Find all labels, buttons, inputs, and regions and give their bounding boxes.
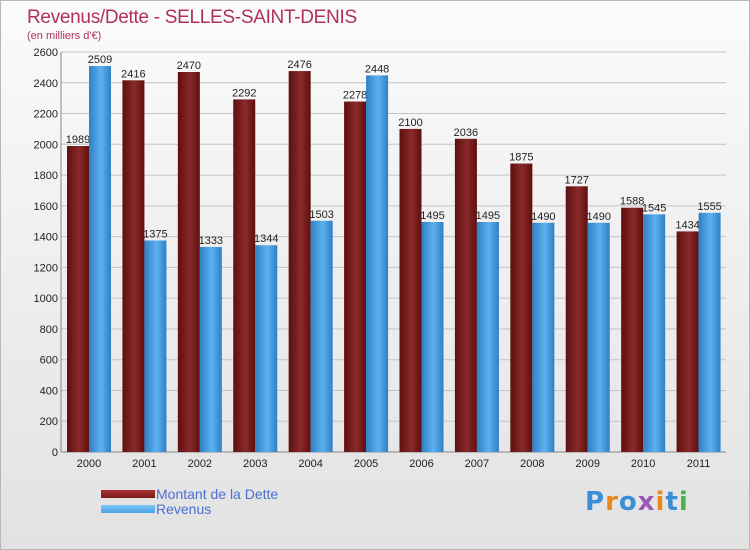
debt-bar [454, 138, 477, 452]
chart-subtitle: (en milliers d'€) [27, 30, 102, 42]
x-tick-label: 2009 [576, 458, 600, 470]
y-tick-label: 1600 [34, 201, 58, 213]
logo-letter: x [637, 487, 656, 517]
debt-value-label: 2292 [232, 87, 256, 99]
revenue-value-label: 1490 [531, 211, 555, 223]
revenue-value-label: 1495 [476, 210, 500, 222]
logo-letter: i [678, 487, 689, 517]
legend-label-revenue: Revenus [156, 501, 212, 517]
revenue-value-label: 1333 [199, 235, 223, 247]
revenue-bar [698, 212, 721, 452]
x-tick-label: 2000 [77, 458, 101, 470]
revenue-value-label: 1545 [642, 202, 666, 214]
debt-bar [344, 101, 367, 453]
logo-letter: r [605, 487, 619, 517]
debt-value-label: 1875 [509, 152, 533, 164]
y-tick-label: 200 [40, 416, 58, 428]
revenue-value-label: 1495 [420, 210, 444, 222]
revenue-value-label: 2509 [88, 54, 112, 66]
y-tick-label: 1400 [34, 232, 58, 244]
logo-letter: o [618, 487, 638, 517]
x-tick-label: 2011 [687, 458, 711, 470]
revenue-bar [532, 222, 555, 452]
debt-bar [122, 80, 145, 453]
debt-bar [399, 128, 422, 452]
y-tick-label: 600 [40, 355, 58, 367]
debt-value-label: 2476 [287, 59, 311, 71]
revenue-value-label: 1555 [697, 201, 721, 213]
debt-bar [676, 231, 699, 452]
x-tick-label: 2003 [243, 458, 267, 470]
legend-swatch-revenue [101, 505, 155, 513]
debt-bar [233, 99, 256, 452]
revenue-bar [144, 240, 167, 452]
debt-bar [565, 186, 588, 453]
x-tick-label: 2007 [465, 458, 489, 470]
logo-letter: P [585, 487, 606, 517]
proxiti-logo: Proxiti [585, 487, 689, 517]
debt-value-label: 1588 [620, 196, 644, 208]
y-tick-label: 2600 [34, 47, 58, 59]
debt-bar [288, 71, 311, 453]
y-tick-label: 400 [40, 385, 58, 397]
x-tick-label: 2005 [354, 458, 378, 470]
y-tick-label: 1200 [34, 262, 58, 274]
revenue-value-label: 1490 [587, 211, 611, 223]
debt-value-label: 2036 [454, 127, 478, 139]
x-tick-label: 2001 [132, 458, 156, 470]
x-tick-label: 2008 [520, 458, 544, 470]
debt-value-label: 2416 [121, 68, 145, 80]
revenue-bar [643, 214, 666, 452]
debt-bar [67, 146, 89, 452]
revenue-bar [476, 222, 499, 452]
revenue-bar [587, 222, 610, 452]
revenue-bar [255, 245, 278, 452]
x-tick-label: 2010 [631, 458, 655, 470]
y-tick-label: 1800 [34, 170, 58, 182]
debt-value-label: 1727 [565, 174, 589, 186]
chart-title: Revenus/Dette - SELLES-SAINT-DENIS [27, 7, 357, 28]
debt-value-label: 1434 [675, 219, 699, 231]
revenue-value-label: 1375 [143, 228, 167, 240]
revenue-value-label: 1503 [309, 209, 333, 221]
y-tick-label: 800 [40, 324, 58, 336]
revenue-bar [199, 246, 222, 452]
debt-bar [177, 72, 200, 452]
revenue-value-label: 2448 [365, 63, 389, 75]
legend-label-debt: Montant de la Dette [156, 486, 279, 502]
y-tick-label: 2200 [34, 109, 58, 121]
debt-value-label: 1989 [66, 134, 90, 146]
y-tick-label: 1000 [34, 293, 58, 305]
revenue-bar [366, 75, 389, 452]
revenue-bar [421, 222, 444, 452]
debt-bar [621, 207, 644, 452]
logo-letter: t [665, 487, 679, 517]
y-tick-label: 2000 [34, 139, 58, 151]
debt-value-label: 2470 [177, 60, 201, 72]
revenue-bar [89, 66, 111, 452]
x-tick-label: 2004 [298, 458, 322, 470]
debt-value-label: 2100 [398, 117, 422, 129]
logo-letter: i [655, 487, 666, 517]
x-tick-label: 2006 [409, 458, 433, 470]
debt-value-label: 2278 [343, 90, 367, 102]
revenue-value-label: 1344 [254, 233, 278, 245]
y-tick-label: 2400 [34, 78, 58, 90]
revenue-bar [310, 220, 333, 452]
x-tick-label: 2002 [188, 458, 212, 470]
debt-bar [510, 163, 533, 453]
legend-swatch-debt [101, 490, 155, 498]
y-tick-label: 0 [52, 447, 58, 459]
